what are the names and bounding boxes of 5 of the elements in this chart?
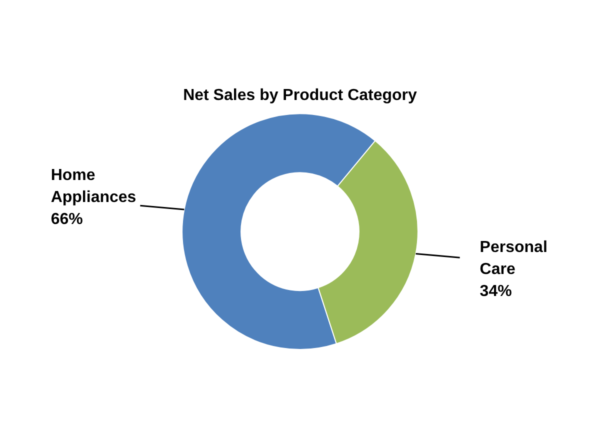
data-label: 34% xyxy=(480,282,512,300)
slice-label: Home Appliances xyxy=(50,167,136,206)
data-label: 66% xyxy=(50,211,83,228)
slice-label: Personal Care xyxy=(480,238,548,278)
chart-title: Net Sales by Product Category xyxy=(183,87,418,104)
